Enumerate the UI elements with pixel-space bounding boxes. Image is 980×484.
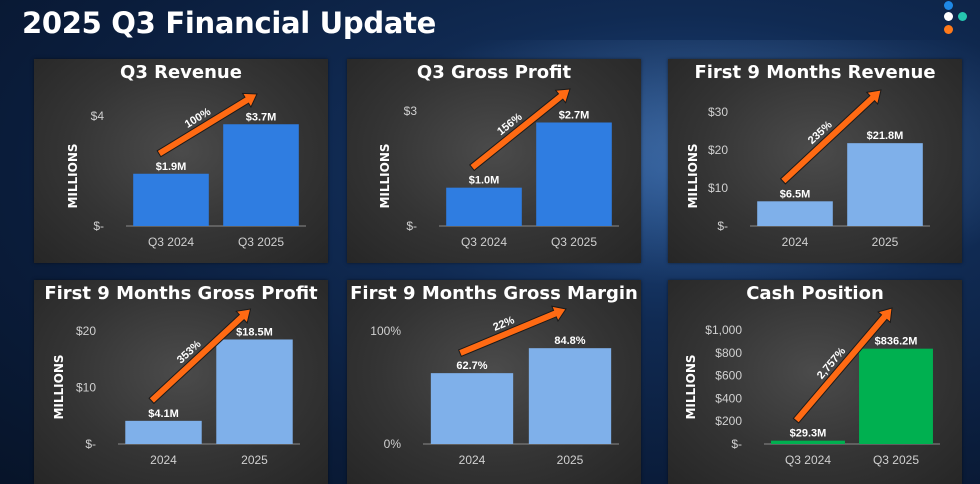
data-label: $6.5M [780, 188, 811, 200]
logo-dot [944, 25, 953, 34]
chart-panel-9m-gross-margin: First 9 Months Gross Margin 0% 100% 62.7% 2… [347, 280, 641, 484]
chart-panel-q3-revenue: Q3 Revenue MILLIONS $- $4 $1.9M Q3 2024 $3.7… [34, 59, 328, 263]
data-label: $18.5M [236, 326, 273, 338]
data-label: $2.7M [559, 110, 590, 122]
growth-arrow-shape [792, 307, 893, 424]
chart-title: Q3 Gross Profit [416, 62, 572, 83]
chart-title: First 9 Months Gross Margin [350, 283, 638, 304]
data-label: $1.9M [156, 161, 187, 173]
y-tick-label: $30 [708, 105, 728, 119]
data-label: $1.0M [469, 175, 500, 187]
logo-dot [944, 1, 953, 10]
y-tick-label: $- [731, 437, 742, 451]
chart-panel-q3-gross-profit: Q3 Gross Profit MILLIONS $- $3 $1.0M Q3 202… [347, 59, 641, 263]
data-label: $836.2M [875, 336, 918, 348]
y-tick-label: $- [406, 219, 417, 233]
growth-arrow [792, 307, 893, 424]
growth-arrow [469, 88, 571, 172]
x-tick-label: Q3 2024 [785, 453, 831, 467]
bar [430, 373, 514, 444]
growth-arrow-shape [779, 89, 882, 185]
data-label: $21.8M [867, 130, 904, 142]
data-label: $4.1M [148, 408, 179, 420]
data-label: 62.7% [456, 360, 487, 372]
x-tick-label: Q3 2024 [148, 235, 194, 249]
growth-arrow-shape [469, 88, 571, 172]
x-tick-label: 2024 [459, 453, 486, 467]
y-tick-label: $10 [76, 381, 96, 395]
x-tick-label: Q3 2025 [238, 235, 284, 249]
bar [536, 122, 612, 226]
y-tick-label: $20 [708, 143, 728, 157]
y-tick-label: $400 [715, 391, 742, 405]
bar [223, 124, 299, 226]
chart-panel-cash-position: Cash Position MILLIONS $- $200 $400 $600 $80… [668, 280, 962, 484]
x-tick-label: Q3 2025 [551, 235, 597, 249]
x-tick-label: 2024 [782, 235, 809, 249]
growth-arrow [156, 92, 258, 158]
page-title: 2025 Q3 Financial Update [22, 6, 437, 40]
data-label: $3.7M [246, 111, 277, 123]
chart-plot: $- $200 $400 $600 $800 $1,000 $29.3M Q3 2024 $83… [705, 307, 940, 467]
x-tick-label: 2025 [872, 235, 899, 249]
bar [125, 420, 202, 444]
data-label: 84.8% [554, 335, 585, 347]
chart-title: First 9 Months Revenue [694, 62, 936, 83]
logo-dot [958, 12, 967, 21]
bar [133, 173, 209, 226]
chart-title: Q3 Revenue [120, 62, 242, 83]
data-label: $29.3M [790, 428, 827, 440]
y-tick-label: $20 [76, 324, 96, 338]
chart-title: Cash Position [746, 283, 884, 304]
y-tick-label: $800 [715, 346, 742, 360]
logo-dot [944, 12, 953, 21]
growth-arrow [148, 308, 252, 405]
bar [216, 339, 293, 444]
x-tick-label: 2025 [241, 453, 268, 467]
bar [771, 440, 845, 444]
growth-arrow [458, 305, 567, 358]
y-tick-label: $4 [91, 109, 105, 123]
y-tick-label: 0% [384, 437, 402, 451]
bar [847, 143, 923, 226]
y-tick-label: $- [85, 437, 96, 451]
growth-arrow-shape [156, 92, 258, 158]
bar [446, 187, 522, 226]
growth-arrow-shape [148, 308, 252, 405]
growth-arrow-shape [458, 305, 567, 358]
chart-panel-9m-gross-profit: First 9 Months Gross Profit MILLIONS $- $… [34, 280, 328, 484]
bar [528, 348, 612, 444]
x-tick-label: 2025 [557, 453, 584, 467]
x-tick-label: 2024 [150, 453, 177, 467]
growth-arrow [779, 89, 882, 185]
y-tick-label: $10 [708, 181, 728, 195]
x-tick-label: Q3 2025 [873, 453, 919, 467]
chart-panel-9m-revenue: First 9 Months Revenue MILLIONS $- $10 $20… [668, 59, 962, 263]
y-tick-label: $200 [715, 414, 742, 428]
bar [859, 348, 933, 444]
y-tick-label: $600 [715, 369, 742, 383]
y-tick-label: $3 [404, 104, 418, 118]
y-tick-label: $- [93, 219, 104, 233]
y-tick-label: 100% [370, 324, 401, 338]
chart-title: First 9 Months Gross Profit [44, 283, 318, 304]
y-tick-label: $- [717, 219, 728, 233]
bar [757, 201, 833, 226]
x-tick-label: Q3 2024 [461, 235, 507, 249]
y-tick-label: $1,000 [705, 323, 742, 337]
